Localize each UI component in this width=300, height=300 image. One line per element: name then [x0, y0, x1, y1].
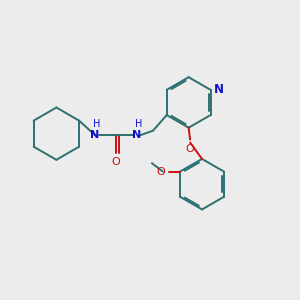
Text: O: O [186, 144, 194, 154]
Text: N: N [90, 130, 100, 140]
Text: N: N [214, 83, 224, 96]
Text: O: O [111, 157, 120, 166]
Text: H: H [135, 118, 142, 129]
Text: N: N [132, 130, 141, 140]
Text: H: H [93, 118, 101, 129]
Text: O: O [157, 167, 165, 176]
